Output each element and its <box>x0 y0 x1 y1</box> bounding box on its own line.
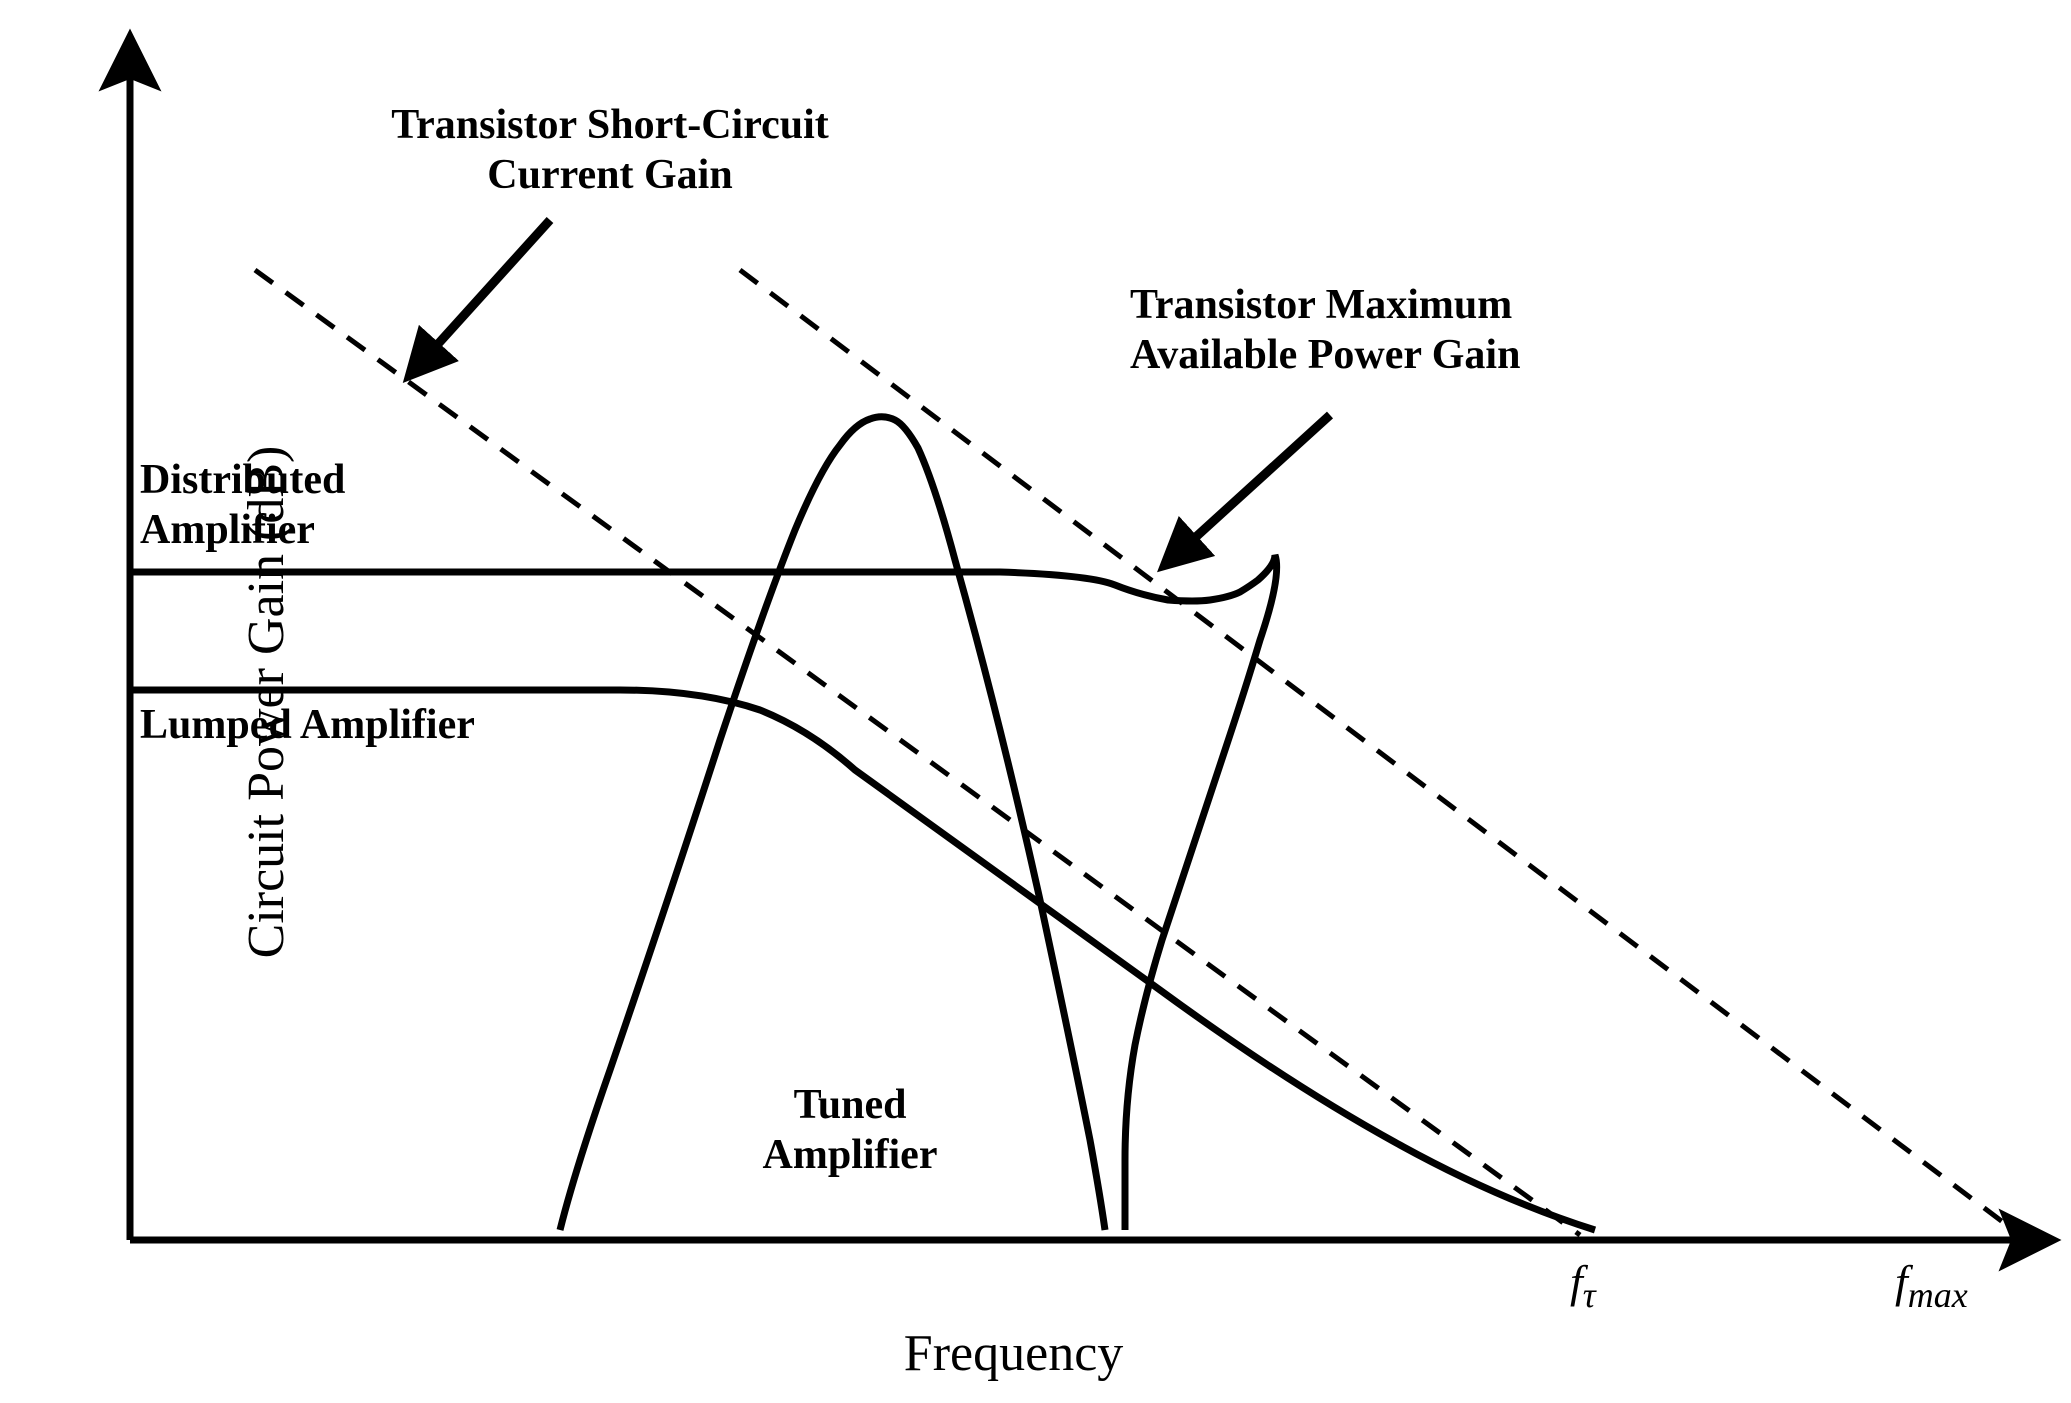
annotation-distributed-l1: Distributed <box>140 457 345 503</box>
arrow-short-circuit <box>410 220 550 375</box>
tick-f-tau: fτ <box>1570 1255 1596 1316</box>
annotation-tuned-l2: Amplifier <box>763 1132 938 1178</box>
annotation-tuned: Tuned Amplifier <box>720 1080 980 1181</box>
annotation-distributed-l2: Amplifier <box>140 507 315 553</box>
chart-container: Circuit Power Gain (dB) Frequency Transi… <box>0 0 2071 1403</box>
annotation-short-circuit: Transistor Short-Circuit Current Gain <box>310 100 910 201</box>
annotation-short-circuit-l1: Transistor Short-Circuit <box>391 102 829 148</box>
annotation-lumped-l1: Lumped Amplifier <box>140 702 475 748</box>
annotation-tuned-l1: Tuned <box>794 1082 907 1128</box>
annotation-max-power-l2: Available Power Gain <box>1130 332 1520 378</box>
curve-distributed-amplifier <box>132 555 1277 1230</box>
tick-f-tau-sub: τ <box>1583 1275 1596 1315</box>
annotation-distributed: Distributed Amplifier <box>140 455 440 556</box>
annotation-short-circuit-l2: Current Gain <box>487 152 732 198</box>
tick-f-tau-symbol: f <box>1570 1256 1583 1307</box>
annotation-max-power-l1: Transistor Maximum <box>1130 282 1512 328</box>
arrow-max-power <box>1165 415 1330 565</box>
tick-f-max-sub: max <box>1908 1275 1968 1315</box>
annotation-max-power: Transistor Maximum Available Power Gain <box>1130 280 1730 381</box>
tick-f-max: fmax <box>1895 1255 1968 1316</box>
x-axis-label: Frequency <box>904 1324 1123 1383</box>
tick-f-max-symbol: f <box>1895 1256 1908 1307</box>
annotation-lumped: Lumped Amplifier <box>140 700 560 750</box>
